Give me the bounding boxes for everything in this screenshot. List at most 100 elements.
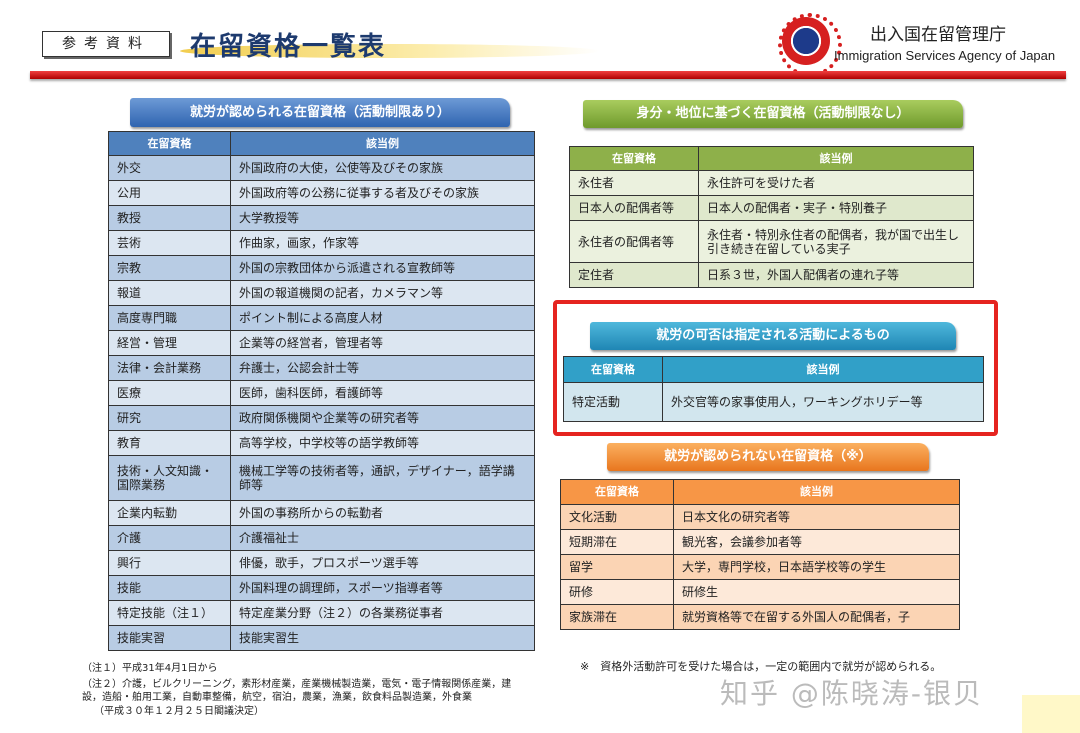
note-1: （注１）平成31年4月1日から (82, 663, 218, 674)
status-cell: 芸術 (108, 230, 231, 256)
example-cell: 俳優，歌手，プロスポーツ選手等 (230, 550, 535, 576)
example-cell: 日本文化の研究者等 (673, 504, 960, 530)
status-cell: 宗教 (108, 255, 231, 281)
status-cell: 介護 (108, 525, 231, 551)
agency-emblem-icon (778, 13, 842, 77)
example-cell: 弁護士，公認会計士等 (230, 355, 535, 381)
agency-name-jp: 出入国在留管理庁 (870, 25, 1006, 45)
status-cell: 企業内転勤 (108, 500, 231, 526)
table-row: 定住者 日系３世，外国人配偶者の連れ子等 (569, 262, 974, 288)
example-cell: 外国の報道機関の記者，カメラマン等 (230, 280, 535, 306)
not-allowed-title: 就労が認められない在留資格（※） (607, 443, 929, 471)
table-row: 興行 俳優，歌手，プロスポーツ選手等 (108, 550, 535, 576)
status-cell: 教育 (108, 430, 231, 456)
status-cell: 報道 (108, 280, 231, 306)
example-cell: ポイント制による高度人材 (230, 305, 535, 331)
status-cell: 興行 (108, 550, 231, 576)
table-row: 短期滞在 観光客，会議参加者等 (560, 529, 960, 555)
table-row: 技術・人文知識・国際業務 機械工学等の技術者等，通訳，デザイナー，語学講師等 (108, 455, 535, 501)
status-cell: 特定活動 (563, 382, 663, 422)
table-row: 高度専門職 ポイント制による高度人材 (108, 305, 535, 331)
status-cell: 日本人の配偶者等 (569, 195, 699, 221)
status-cell: 研究 (108, 405, 231, 431)
table-row: 研修 研修生 (560, 579, 960, 605)
status-cell: 特定技能（注１） (108, 600, 231, 626)
status-cell: 医療 (108, 380, 231, 406)
example-cell: 医師，歯科医師，看護師等 (230, 380, 535, 406)
asterisk-note: ※ 資格外活動許可を受けた場合は，一定の範囲内で就労が認められる。 (580, 660, 942, 673)
example-cell: 永住者・特別永住者の配偶者，我が国で出生し引き続き在留している実子 (698, 220, 974, 263)
table-row: 技能 外国料理の調理師，スポーツ指導者等 (108, 575, 535, 601)
corner-decoration (1022, 695, 1080, 733)
table-row: 外交 外国政府の大使，公使等及びその家族 (108, 155, 535, 181)
example-cell: 機械工学等の技術者等，通訳，デザイナー，語学講師等 (230, 455, 535, 501)
example-cell: 永住許可を受けた者 (698, 170, 974, 196)
example-cell: 介護福祉士 (230, 525, 535, 551)
table-row: 特定技能（注１） 特定産業分野（注２）の各業務従事者 (108, 600, 535, 626)
status-cell: 永住者 (569, 170, 699, 196)
example-cell: 外国料理の調理師，スポーツ指導者等 (230, 575, 535, 601)
designated-table: 在留資格 該当例 特定活動 外交官等の家事使用人，ワーキングホリデー等 (563, 356, 984, 422)
table-row: 教授 大学教授等 (108, 205, 535, 231)
table-header-row: 在留資格 該当例 (560, 479, 960, 505)
example-cell: 外国の事務所からの転勤者 (230, 500, 535, 526)
status-cell: 永住者の配偶者等 (569, 220, 699, 263)
table-row: 特定活動 外交官等の家事使用人，ワーキングホリデー等 (563, 382, 984, 422)
table-row: 介護 介護福祉士 (108, 525, 535, 551)
note-2-date: （平成３０年１２月２５日閣議決定） (94, 706, 264, 717)
table-row: 日本人の配偶者等 日本人の配偶者・実子・特別養子 (569, 195, 974, 221)
status-cell: 留学 (560, 554, 674, 580)
example-cell: 外交官等の家事使用人，ワーキングホリデー等 (662, 382, 984, 422)
highlight-box (553, 300, 998, 436)
column-header: 該当例 (673, 479, 960, 505)
status-cell: 教授 (108, 205, 231, 231)
status-cell: 短期滞在 (560, 529, 674, 555)
table-header-row: 在留資格 該当例 (569, 146, 974, 171)
example-cell: 作曲家，画家，作家等 (230, 230, 535, 256)
status-cell: 外交 (108, 155, 231, 181)
work-allowed-table: 在留資格 該当例 外交 外国政府の大使，公使等及びその家族 公用 外国政府等の公務に従事す… (108, 131, 535, 651)
status-cell: 技能 (108, 575, 231, 601)
status-cell: 定住者 (569, 262, 699, 288)
status-cell: 文化活動 (560, 504, 674, 530)
example-cell: 技能実習生 (230, 625, 535, 651)
table-row: 家族滞在 就労資格等で在留する外国人の配偶者，子 (560, 604, 960, 630)
example-cell: 大学教授等 (230, 205, 535, 231)
example-cell: 大学，専門学校，日本語学校等の学生 (673, 554, 960, 580)
note-2: （注２）介護，ビルクリーニング，素形材産業，産業機械製造業，電気・電子情報関係産… (82, 679, 512, 703)
table-row: 報道 外国の報道機関の記者，カメラマン等 (108, 280, 535, 306)
table-row: 宗教 外国の宗教団体から派遣される宣教師等 (108, 255, 535, 281)
column-header: 該当例 (230, 131, 535, 156)
example-cell: 外国政府等の公務に従事する者及びその家族 (230, 180, 535, 206)
status-cell: 公用 (108, 180, 231, 206)
example-cell: 日本人の配偶者・実子・特別養子 (698, 195, 974, 221)
status-cell: 技能実習 (108, 625, 231, 651)
page-title: 在留資格一覧表 (190, 32, 387, 62)
example-cell: 研修生 (673, 579, 960, 605)
status-based-title: 身分・地位に基づく在留資格（活動制限なし） (583, 100, 963, 128)
table-row: 経営・管理 企業等の経営者，管理者等 (108, 330, 535, 356)
work-allowed-title: 就労が認められる在留資格（活動制限あり） (130, 98, 510, 127)
status-cell: 経営・管理 (108, 330, 231, 356)
table-row: 法律・会計業務 弁護士，公認会計士等 (108, 355, 535, 381)
table-row: 企業内転勤 外国の事務所からの転勤者 (108, 500, 535, 526)
example-cell: 外国の宗教団体から派遣される宣教師等 (230, 255, 535, 281)
table-row: 技能実習 技能実習生 (108, 625, 535, 651)
status-cell: 技術・人文知識・国際業務 (108, 455, 231, 501)
table-row: 留学 大学，専門学校，日本語学校等の学生 (560, 554, 960, 580)
example-cell: 企業等の経営者，管理者等 (230, 330, 535, 356)
status-cell: 高度専門職 (108, 305, 231, 331)
table-row: 研究 政府関係機関や企業等の研究者等 (108, 405, 535, 431)
column-header: 在留資格 (108, 131, 231, 156)
example-cell: 就労資格等で在留する外国人の配偶者，子 (673, 604, 960, 630)
column-header: 在留資格 (563, 356, 663, 383)
reference-label: 参考資料 (42, 31, 170, 57)
table-row: 教育 高等学校，中学校等の語学教師等 (108, 430, 535, 456)
table-row: 文化活動 日本文化の研究者等 (560, 504, 960, 530)
example-cell: 日系３世，外国人配偶者の連れ子等 (698, 262, 974, 288)
table-row: 永住者の配偶者等 永住者・特別永住者の配偶者，我が国で出生し引き続き在留している実… (569, 220, 974, 263)
status-based-table: 在留資格 該当例 永住者 永住許可を受けた者 日本人の配偶者等 日本人の配偶者・実子・特別… (569, 146, 974, 288)
column-header: 該当例 (662, 356, 984, 383)
watermark: 知乎 @陈晓涛-银贝 (720, 677, 984, 710)
example-cell: 外国政府の大使，公使等及びその家族 (230, 155, 535, 181)
